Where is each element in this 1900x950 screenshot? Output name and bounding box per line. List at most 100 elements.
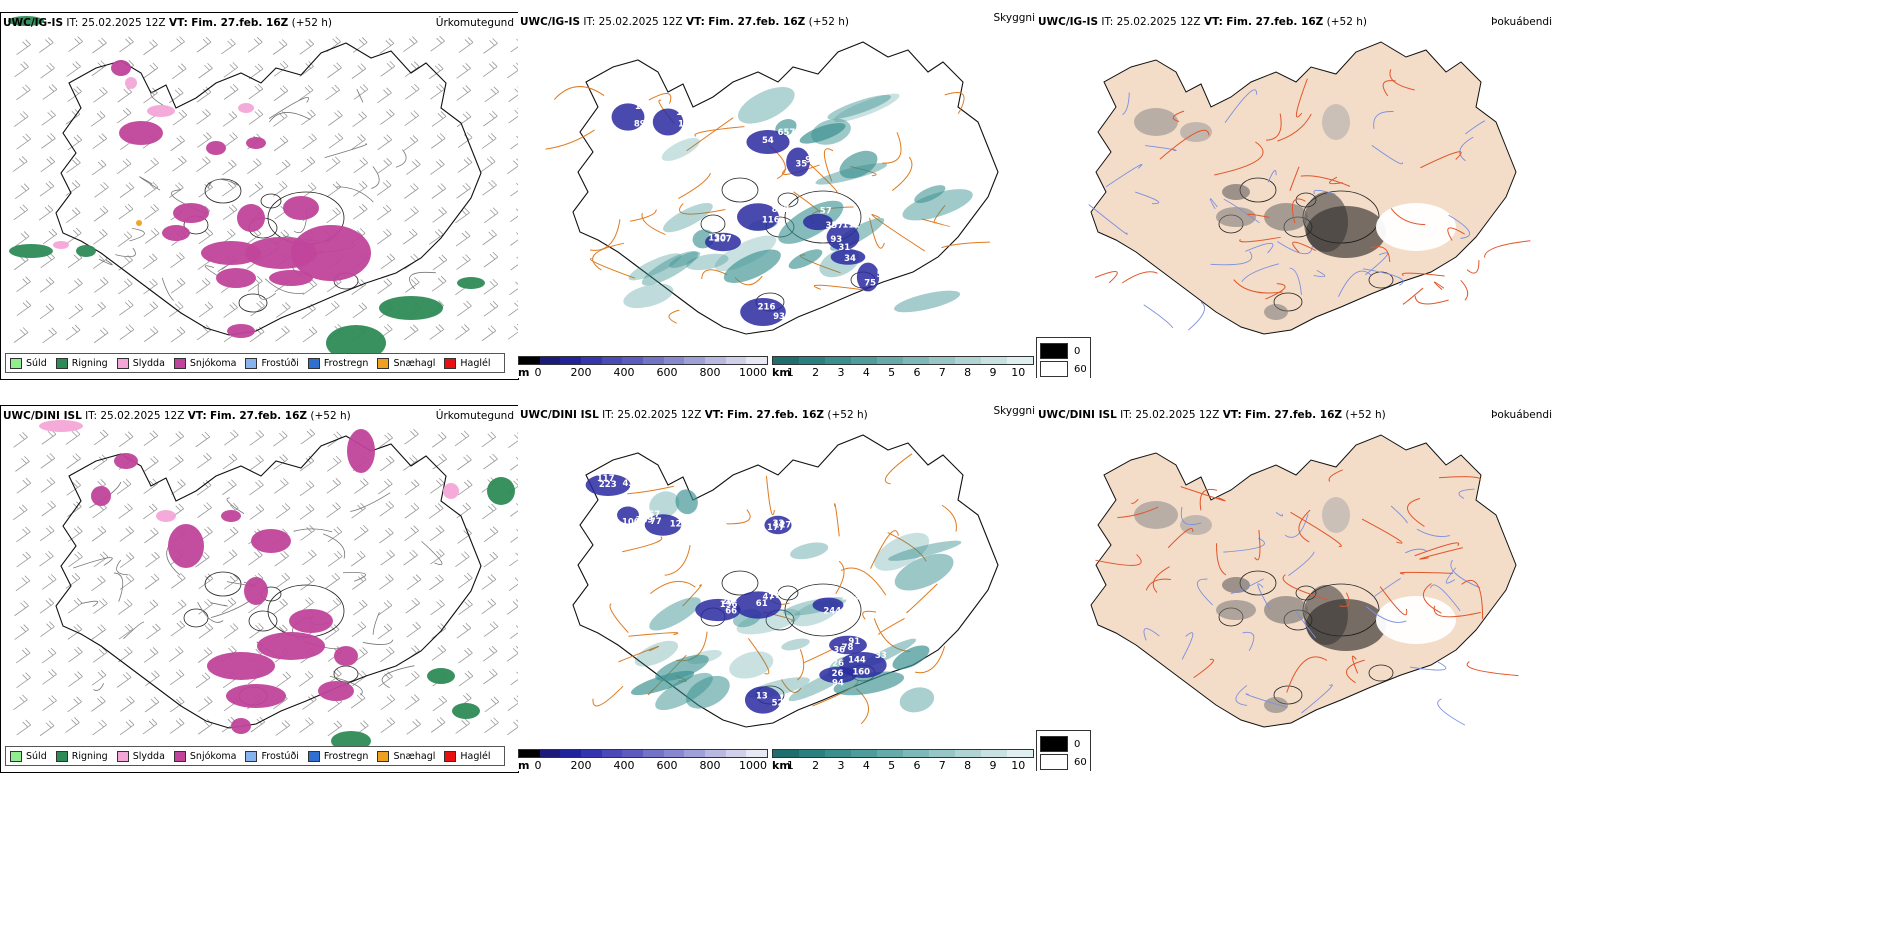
wind-barb	[65, 324, 81, 341]
wind-barb	[510, 671, 518, 686]
visibility-area	[790, 542, 829, 560]
wind-barb	[326, 181, 342, 198]
visibility-value-label: 528	[772, 699, 790, 709]
visibility-area	[888, 540, 962, 561]
wind-barb	[379, 500, 395, 517]
wind-barb	[91, 575, 106, 592]
fog-area	[1264, 304, 1288, 320]
legend-item: Snjókoma	[173, 357, 236, 369]
colorbar-bin	[929, 750, 955, 757]
wind-barb	[196, 86, 212, 103]
wind-barb	[483, 551, 499, 568]
wind-barb	[224, 429, 239, 446]
colorbar-strip	[772, 749, 1034, 758]
wind-barb	[352, 37, 368, 53]
fog-legend-label: 60	[1074, 756, 1087, 768]
wind-barb	[91, 159, 107, 176]
wind-barb	[13, 432, 28, 448]
visibility-map-row2: 43 100 77 33 66 61 30 78 144 26 13 117 50 57 177 196 176…	[572, 434, 999, 728]
wind-barb	[172, 63, 187, 79]
wind-barb	[41, 500, 56, 517]
wind-barb	[118, 203, 134, 220]
wind-barb	[41, 574, 57, 590]
precip-panel-row1: UWC/IG-IS IT: 25.02.2025 12Z VT: Fim. 27…	[0, 12, 519, 380]
fog-area	[1134, 501, 1178, 529]
colorbar-meters: m 0 200 400 600 800 1000	[518, 749, 768, 771]
precip-area	[216, 268, 256, 288]
wind-barb	[458, 599, 473, 615]
precip-area	[173, 203, 209, 223]
precip-area	[318, 681, 354, 701]
wind-barb	[65, 717, 80, 733]
wind-barb	[404, 206, 419, 222]
legend-label: Snæhagl	[393, 357, 436, 369]
wind-barb	[144, 696, 160, 713]
visibility-value-label: 35	[795, 160, 807, 170]
precip-map-row1	[8, 16, 518, 361]
visibility-value-label: 51	[877, 270, 889, 280]
wind-barb	[248, 181, 264, 198]
wind-barb	[143, 301, 159, 318]
legend-label: Haglél	[460, 750, 491, 762]
wind-barb	[508, 107, 518, 124]
wind-barb	[40, 156, 56, 173]
wind-barb	[117, 231, 133, 247]
wind-barb	[300, 156, 316, 173]
colorbar-bin	[725, 750, 747, 757]
wind-barb	[249, 429, 265, 446]
wind-barb	[456, 63, 471, 79]
wind-barb	[146, 623, 161, 640]
wind-barb	[40, 62, 55, 79]
wind-barb	[16, 39, 31, 56]
wind-barb	[92, 37, 107, 54]
visibility-value-label: 20	[721, 597, 733, 607]
wind-barb	[352, 302, 368, 319]
precip-area	[76, 245, 96, 257]
wind-barb	[195, 431, 211, 448]
wind-barb	[198, 62, 213, 79]
fog-legend-label: 0	[1074, 345, 1081, 357]
wind-barb	[93, 205, 109, 222]
wind-barb	[481, 133, 497, 149]
visibility-area	[914, 185, 946, 204]
precip-area	[443, 483, 459, 499]
wind-barb	[379, 38, 395, 54]
wind-barb	[508, 432, 518, 449]
wind-barb	[404, 324, 419, 341]
wind-barb	[170, 326, 186, 343]
wind-barb	[403, 36, 418, 53]
colorbar-bin	[851, 357, 877, 364]
wind-barb	[483, 300, 499, 317]
wind-barb	[15, 575, 31, 592]
wind-barb	[145, 670, 160, 686]
panel-header: UWC/DINI ISL IT: 25.02.2025 12Z VT: Fim.…	[3, 410, 351, 422]
wind-barb	[483, 251, 499, 268]
wind-barb	[507, 323, 518, 340]
wind-barb	[41, 133, 56, 149]
wind-barb	[250, 300, 265, 317]
colorbar-bin	[773, 750, 799, 757]
wind-barb	[483, 278, 499, 295]
wind-barb	[405, 670, 420, 687]
wind-barb	[509, 625, 518, 639]
wind-barb	[430, 35, 445, 52]
wind-barb	[40, 452, 56, 469]
wind-barb	[223, 623, 239, 639]
wind-barb	[326, 207, 341, 224]
colorbar-tick-label: 8	[964, 366, 972, 378]
colorbar-bin	[773, 357, 799, 364]
wind-barb	[274, 478, 289, 494]
legend-item: Súld	[10, 357, 47, 369]
wind-barb	[142, 718, 158, 735]
visibility-area	[649, 491, 680, 518]
wind-barb	[301, 182, 317, 199]
colorbar-bin	[955, 357, 981, 364]
wind-barb	[510, 503, 518, 517]
legend-label: Snjókoma	[189, 750, 237, 762]
wind-barb	[92, 133, 108, 149]
wind-barb	[94, 181, 109, 198]
visibility-value-label: 91	[848, 637, 860, 647]
legend-item: Frostúði	[245, 750, 299, 762]
wind-barb	[482, 503, 497, 520]
wind-barb	[456, 254, 471, 270]
